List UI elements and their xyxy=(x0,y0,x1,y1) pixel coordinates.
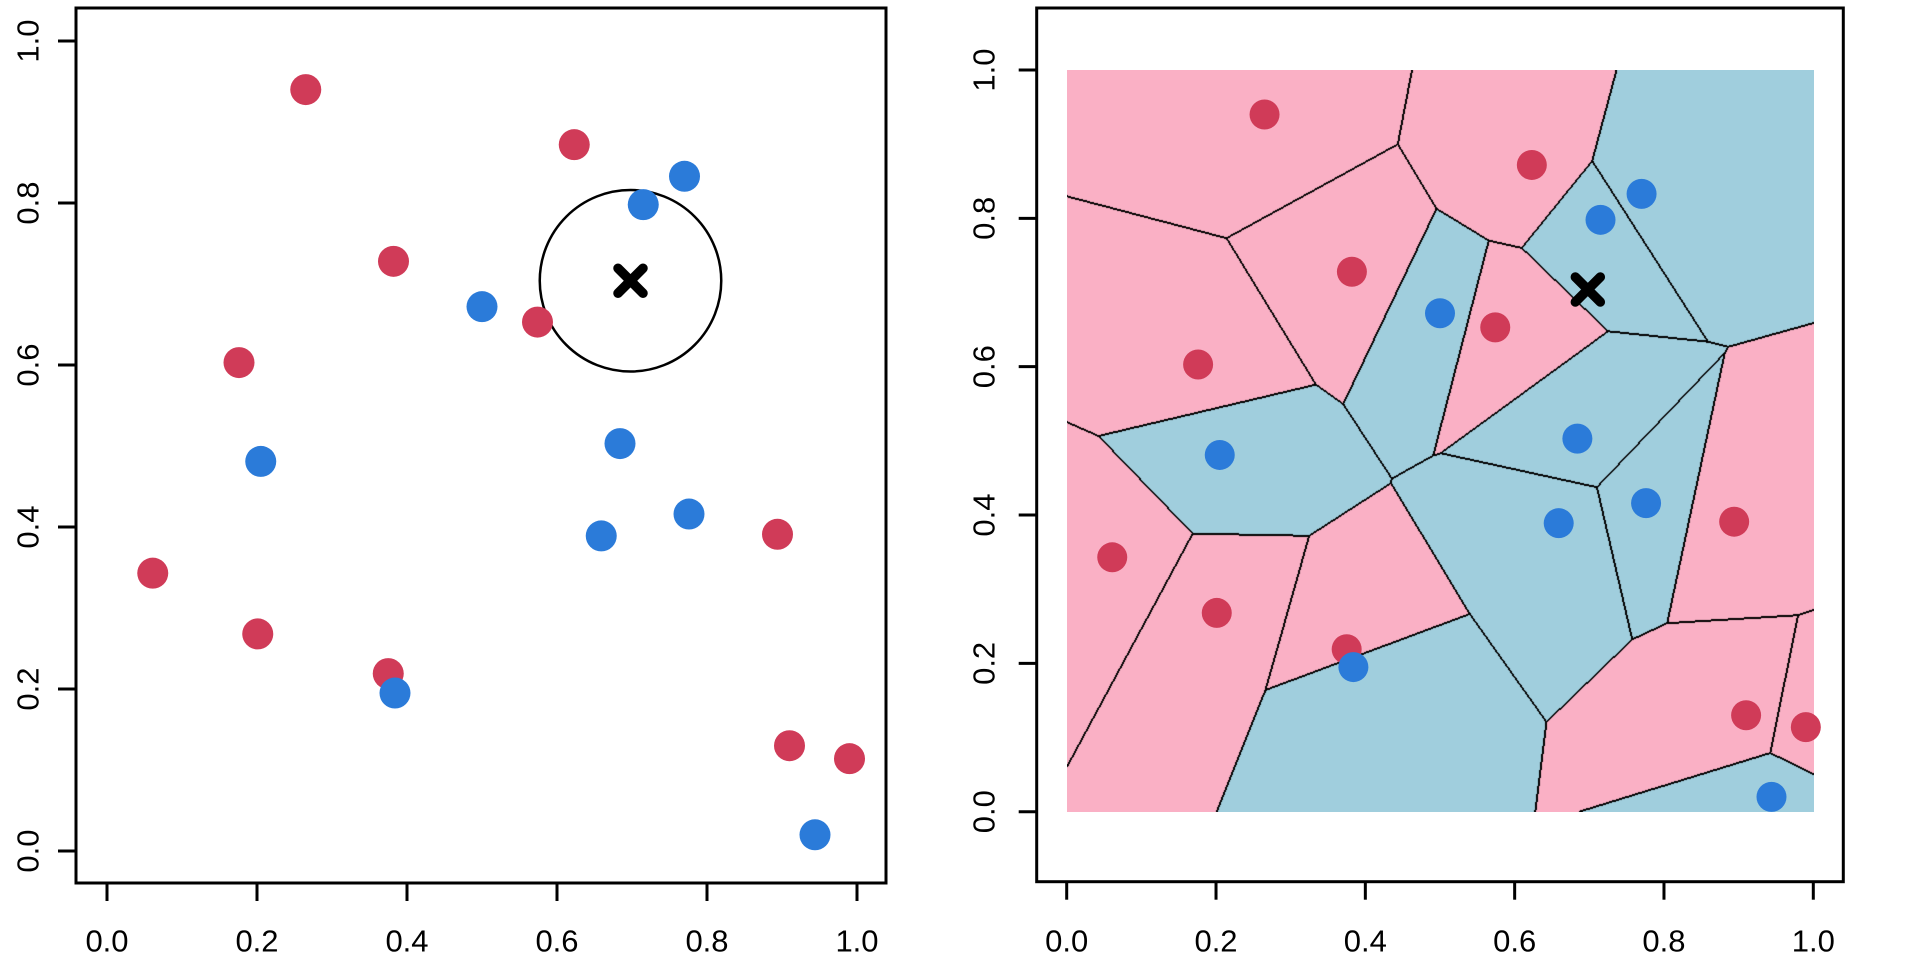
test-point-x-marker xyxy=(1570,272,1606,307)
plot-box xyxy=(74,6,888,885)
data-point-blue xyxy=(585,520,617,552)
data-point-red xyxy=(762,518,793,550)
test-point-x-marker xyxy=(613,263,648,299)
nearest-neighbor-circle xyxy=(538,188,723,373)
data-point-red xyxy=(1790,712,1821,743)
y-tick-label: 0.0 xyxy=(967,790,1002,833)
data-point-red xyxy=(1719,506,1750,537)
data-point-red xyxy=(1097,542,1128,573)
data-point-red xyxy=(290,74,322,106)
x-tick-label: 0.0 xyxy=(85,924,128,959)
voronoi-decision-region-canvas xyxy=(1067,70,1814,812)
data-point-red xyxy=(1336,256,1367,287)
y-tick-label: 0.0 xyxy=(11,829,46,872)
data-point-blue xyxy=(1562,423,1593,454)
data-point-red xyxy=(1516,149,1547,180)
data-point-blue xyxy=(1626,178,1657,209)
y-tick-label: 0.4 xyxy=(11,505,46,548)
data-point-blue xyxy=(1585,204,1616,235)
data-point-blue xyxy=(379,677,411,709)
data-point-blue xyxy=(245,445,277,477)
y-tick-label: 0.2 xyxy=(11,667,46,710)
x-tick-label: 1.0 xyxy=(1792,924,1835,959)
data-point-red xyxy=(522,306,553,338)
data-point-blue xyxy=(669,160,700,192)
x-tick-label: 0.8 xyxy=(685,924,728,959)
data-point-blue xyxy=(1756,781,1787,812)
x-tick-label: 0.2 xyxy=(1194,924,1237,959)
data-point-red xyxy=(223,347,255,379)
data-point-red xyxy=(137,557,169,589)
y-tick-label: 0.8 xyxy=(11,181,46,224)
data-point-blue xyxy=(1631,488,1662,519)
data-point-blue xyxy=(1543,508,1574,539)
data-point-blue xyxy=(1204,439,1235,470)
y-tick-label: 0.8 xyxy=(967,197,1002,240)
y-tick-label: 0.4 xyxy=(967,493,1002,536)
x-tick-label: 0.4 xyxy=(1344,924,1387,959)
x-tick-label: 0.6 xyxy=(535,924,578,959)
y-tick-label: 1.0 xyxy=(967,48,1002,91)
data-point-blue xyxy=(1338,652,1369,683)
data-point-blue xyxy=(799,819,831,851)
data-point-red xyxy=(558,129,590,161)
plot-box xyxy=(1035,6,1845,884)
y-tick-label: 0.2 xyxy=(967,642,1002,685)
data-point-red xyxy=(1183,349,1214,380)
data-point-blue xyxy=(604,428,636,460)
data-point-red xyxy=(774,730,805,762)
data-point-red xyxy=(378,245,409,277)
data-point-blue xyxy=(627,189,659,221)
data-point-blue xyxy=(1425,298,1455,329)
data-point-blue xyxy=(673,498,705,530)
left-scatter-panel: 0.0 0.2 0.4 0.6 0.8 1.0 0.0 0.2 0.4 0.6 0.8 1.0 xyxy=(11,6,888,959)
right-voronoi-panel: 0.0 0.2 0.4 0.6 0.8 1.0 0.0 0.2 0.4 0.6 0.8 1.0 xyxy=(967,6,1845,959)
x-tick-label: 0.4 xyxy=(385,924,428,959)
y-tick-label: 0.6 xyxy=(11,343,46,386)
x-tick-label: 0.0 xyxy=(1045,924,1088,959)
data-point-red xyxy=(242,618,274,650)
x-tick-label: 1.0 xyxy=(835,924,878,959)
data-point-red xyxy=(1249,99,1280,130)
data-point-red xyxy=(834,743,865,775)
data-point-red xyxy=(1731,700,1762,731)
data-point-red xyxy=(1201,597,1232,628)
y-tick-label: 0.6 xyxy=(967,345,1002,388)
data-point-red xyxy=(1480,312,1511,343)
data-point-blue xyxy=(466,291,498,323)
x-tick-label: 0.6 xyxy=(1493,924,1536,959)
x-tick-label: 0.2 xyxy=(235,924,278,959)
x-tick-label: 0.8 xyxy=(1642,924,1685,959)
y-tick-label: 1.0 xyxy=(11,19,46,62)
